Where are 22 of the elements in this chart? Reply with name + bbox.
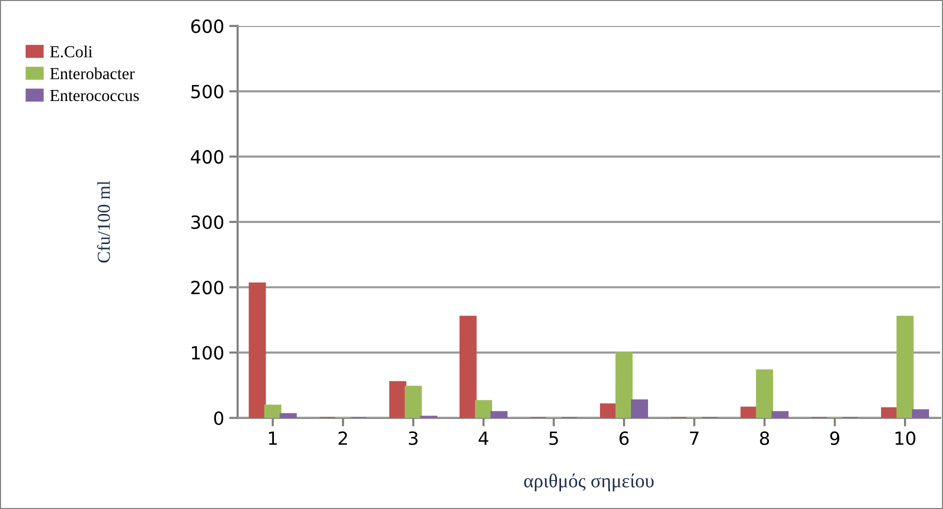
y-axis-title: Cfu/100 ml bbox=[97, 180, 110, 263]
x-tick-label: 1 bbox=[269, 432, 277, 445]
x-tick-label: 2 bbox=[338, 431, 347, 445]
y-tick-label: 400 bbox=[190, 150, 224, 164]
legend-label: E.Coli bbox=[50, 46, 92, 58]
x-tick-label: 3 bbox=[408, 431, 418, 446]
x-axis-title: αριθμός σημείου bbox=[524, 474, 654, 492]
x-tick-label: 10 bbox=[896, 431, 916, 446]
y-tick-label: 300 bbox=[191, 215, 224, 230]
x-tick-label: 7 bbox=[690, 432, 698, 445]
x-tick-label: 4 bbox=[478, 432, 488, 445]
x-tick-label: 6 bbox=[620, 431, 629, 446]
y-tick-label: 0 bbox=[214, 411, 224, 426]
x-tick-label: 8 bbox=[760, 431, 770, 446]
y-tick-label: 200 bbox=[191, 280, 224, 294]
x-tick-label: 9 bbox=[830, 431, 840, 446]
y-tick-label: 500 bbox=[191, 84, 224, 98]
y-tick-label: 600 bbox=[191, 19, 224, 34]
x-tick-label: 5 bbox=[549, 432, 558, 446]
y-tick-label: 100 bbox=[192, 346, 224, 360]
legend-label: Enterococcus bbox=[50, 90, 139, 102]
legend-label: Enterobacter bbox=[50, 68, 135, 80]
